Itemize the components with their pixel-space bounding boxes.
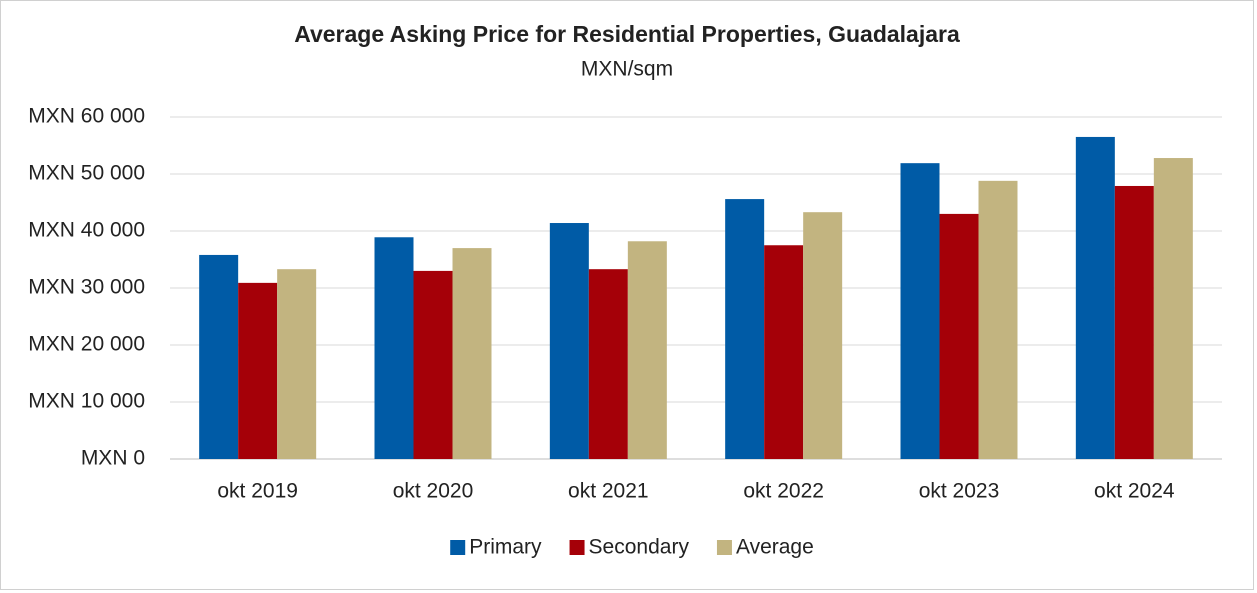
bar <box>277 269 317 459</box>
bar <box>588 269 628 459</box>
bar <box>413 270 453 459</box>
bar <box>238 282 278 459</box>
bar <box>725 199 765 459</box>
bar <box>939 213 979 459</box>
legend-swatch <box>716 540 732 555</box>
bar <box>900 163 940 460</box>
legend-swatch <box>450 540 466 555</box>
y-tick-label: MXN 60 000 <box>28 105 145 128</box>
y-tick-label: MXN 50 000 <box>28 162 145 185</box>
y-tick-label: MXN 0 <box>81 447 145 470</box>
legend-label: Primary <box>469 536 542 559</box>
bar <box>199 254 239 459</box>
bar <box>1153 158 1193 460</box>
y-tick-label: MXN 40 000 <box>28 219 145 242</box>
bar <box>627 241 667 459</box>
bar <box>452 248 492 459</box>
y-tick-label: MXN 20 000 <box>28 333 145 356</box>
chart-title: Average Asking Price for Residential Pro… <box>294 21 960 47</box>
legend-label: Average <box>736 536 814 559</box>
y-tick-label: MXN 30 000 <box>28 276 145 299</box>
bar <box>1114 185 1154 459</box>
bar <box>1075 136 1115 459</box>
bar <box>549 223 589 459</box>
bar <box>803 212 843 459</box>
x-tick-label: okt 2021 <box>568 480 649 503</box>
bar <box>374 237 414 459</box>
x-tick-label: okt 2020 <box>393 480 474 503</box>
y-tick-label: MXN 10 000 <box>28 390 145 413</box>
x-tick-label: okt 2019 <box>217 480 298 503</box>
bar <box>978 180 1018 459</box>
bar <box>764 245 804 459</box>
chart-subtitle: MXN/sqm <box>581 58 673 81</box>
x-tick-label: okt 2024 <box>1094 480 1175 503</box>
x-tick-label: okt 2022 <box>743 480 824 503</box>
legend-swatch <box>569 540 585 555</box>
x-tick-label: okt 2023 <box>919 480 1000 503</box>
legend-label: Secondary <box>589 536 690 559</box>
